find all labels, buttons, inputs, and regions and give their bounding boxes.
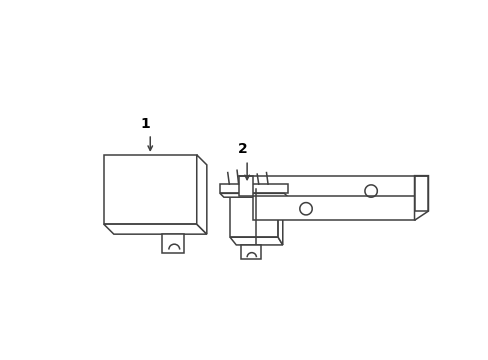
Polygon shape [239,176,253,195]
Polygon shape [414,176,427,220]
Polygon shape [253,195,414,220]
Polygon shape [220,193,287,197]
Polygon shape [220,184,287,193]
Polygon shape [241,245,261,259]
Polygon shape [414,176,427,211]
Polygon shape [103,224,206,234]
Polygon shape [278,189,282,245]
Text: 2: 2 [237,143,247,157]
Polygon shape [162,234,183,253]
Polygon shape [230,237,282,245]
Text: 1: 1 [140,117,149,131]
Polygon shape [196,155,206,234]
Polygon shape [103,155,196,224]
Polygon shape [230,189,278,237]
